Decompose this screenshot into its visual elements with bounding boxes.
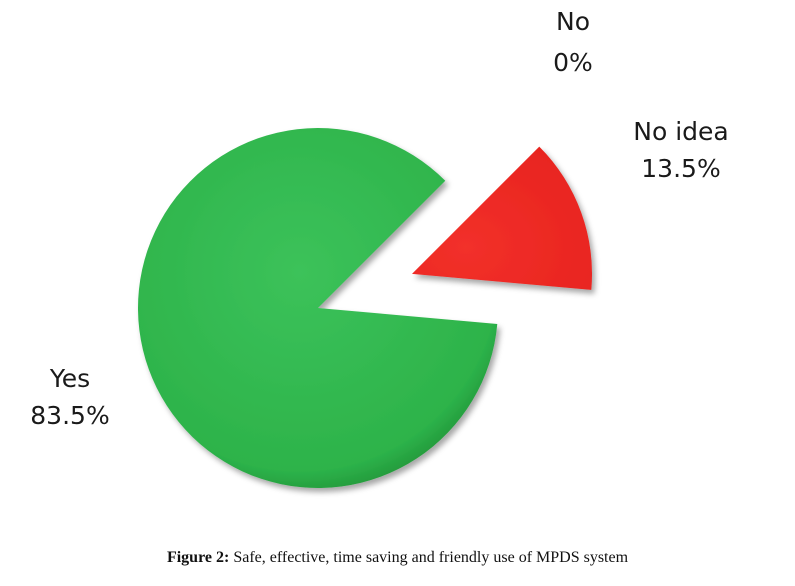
figure-caption: Figure 2: Safe, effective, time saving a… xyxy=(0,549,795,567)
slice-label-no-idea: No idea xyxy=(633,117,728,146)
pie-slices xyxy=(137,128,592,489)
slice-value-no-idea: 13.5% xyxy=(641,154,720,183)
pie-chart: Yes 83.5% No 0% No idea 13.5% xyxy=(30,7,729,489)
slice-label-yes: Yes xyxy=(49,364,90,393)
pie-slice-no-idea xyxy=(412,146,592,290)
caption-text: Safe, effective, time saving and friendl… xyxy=(233,549,629,566)
slice-value-yes: 83.5% xyxy=(30,401,109,430)
pie-slice-yes xyxy=(137,128,498,489)
slice-value-no: 0% xyxy=(553,48,593,77)
pie-labels: Yes 83.5% No 0% No idea 13.5% xyxy=(30,7,728,430)
caption-prefix: Figure 2: xyxy=(166,549,230,566)
slice-label-no: No xyxy=(556,7,590,36)
